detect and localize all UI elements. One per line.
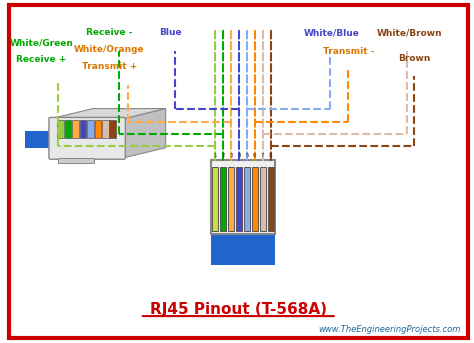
Text: 4: 4 bbox=[237, 153, 241, 158]
Text: Transmit +: Transmit + bbox=[82, 62, 137, 71]
Text: 2: 2 bbox=[221, 153, 225, 158]
Bar bbox=[102, 120, 109, 138]
Bar bbox=[212, 167, 219, 231]
Text: www.TheEngineeringProjects.com: www.TheEngineeringProjects.com bbox=[319, 325, 461, 334]
Text: White/Green: White/Green bbox=[9, 38, 73, 47]
Text: 1: 1 bbox=[213, 153, 217, 158]
Bar bbox=[211, 159, 274, 235]
Bar bbox=[236, 167, 242, 231]
Bar bbox=[80, 120, 86, 138]
Bar bbox=[260, 167, 266, 231]
Bar bbox=[244, 167, 250, 231]
Bar bbox=[65, 120, 71, 138]
Text: 3: 3 bbox=[229, 153, 233, 158]
Bar bbox=[228, 167, 234, 231]
Bar bbox=[95, 120, 101, 138]
Bar bbox=[220, 167, 226, 231]
Bar bbox=[87, 120, 94, 138]
Text: RJ45 Pinout (T-568A): RJ45 Pinout (T-568A) bbox=[150, 302, 327, 317]
Polygon shape bbox=[51, 108, 165, 119]
Text: 6: 6 bbox=[253, 153, 256, 158]
Text: Brown: Brown bbox=[398, 54, 430, 63]
Text: White/Orange: White/Orange bbox=[74, 45, 145, 54]
Text: Receive -: Receive - bbox=[86, 28, 133, 37]
Bar bbox=[72, 120, 79, 138]
Bar bbox=[268, 167, 273, 231]
Text: White/Brown: White/Brown bbox=[376, 28, 442, 37]
Polygon shape bbox=[123, 108, 165, 158]
Text: 8: 8 bbox=[269, 153, 273, 158]
Bar bbox=[109, 120, 116, 138]
FancyBboxPatch shape bbox=[49, 117, 125, 159]
Bar bbox=[57, 120, 64, 138]
Bar bbox=[25, 130, 52, 148]
Text: 5: 5 bbox=[245, 153, 249, 158]
Bar bbox=[211, 228, 274, 265]
Text: White/Blue: White/Blue bbox=[304, 28, 360, 37]
Text: 7: 7 bbox=[261, 153, 264, 158]
Bar bbox=[252, 167, 258, 231]
Text: Transmit -: Transmit - bbox=[323, 47, 374, 56]
Text: Blue: Blue bbox=[159, 28, 182, 37]
Text: Receive +: Receive + bbox=[16, 55, 67, 64]
Bar bbox=[58, 158, 94, 163]
